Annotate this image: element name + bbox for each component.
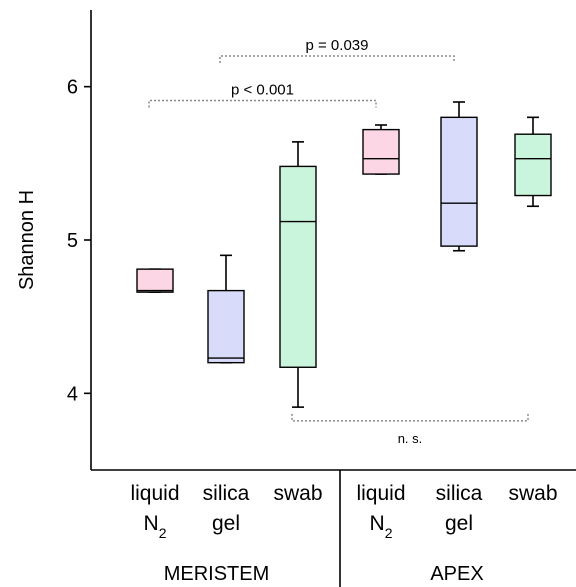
category-label-line1-1: silica [203, 482, 250, 505]
category-label-line1-0: liquid [130, 482, 179, 505]
significance-annotations: p = 0.039 p < 0.001 n. s. [148, 37, 529, 446]
annotation-1: p < 0.001 [148, 81, 377, 108]
category-labels: liquid N2 silica gel swab liquid N2 silica gel sw… [130, 482, 557, 585]
significance-label: p < 0.001 [231, 81, 294, 98]
y-axis-label: Shannon H [16, 190, 38, 290]
significance-bracket [148, 99, 377, 108]
category-label-line2-4: gel [445, 512, 473, 535]
y-tick-label-5: 5 [67, 230, 78, 252]
group-label-0: MERISTEM [164, 563, 270, 585]
category-label-subscript: 2 [159, 525, 167, 541]
category-label-line2-3: N2 [370, 512, 393, 541]
category-label-subscript: 2 [385, 525, 393, 541]
box-5 [514, 116, 552, 208]
box-0 [136, 268, 174, 293]
iqr-box [279, 165, 317, 368]
significance-bracket [219, 55, 455, 63]
box-3 [362, 124, 400, 175]
y-tick-label-4: 4 [67, 383, 78, 405]
category-label-line2-1: gel [212, 512, 240, 535]
iqr-box [440, 116, 478, 247]
box-1 [207, 254, 245, 364]
category-label-line1-5: swab [508, 482, 557, 505]
axes: Shannon H 4 5 6 [16, 10, 576, 587]
annotation-0: p = 0.039 [219, 37, 455, 63]
box-4 [440, 101, 478, 252]
y-tick-label-6: 6 [67, 77, 78, 99]
category-label-line1-2: swab [273, 482, 322, 505]
iqr-box [362, 128, 400, 175]
category-label-line1-3: liquid [356, 482, 405, 505]
plot-area [136, 101, 552, 408]
category-label-line2-0: N2 [144, 512, 167, 541]
iqr-box [136, 268, 174, 293]
significance-label: n. s. [398, 431, 423, 446]
significance-bracket [291, 413, 529, 422]
box-2 [279, 141, 317, 408]
iqr-box [207, 289, 245, 364]
significance-label: p = 0.039 [306, 37, 369, 54]
annotation-2: n. s. [291, 413, 529, 446]
category-label-line1-4: silica [436, 482, 483, 505]
iqr-box [514, 133, 552, 197]
group-label-1: APEX [430, 563, 483, 585]
